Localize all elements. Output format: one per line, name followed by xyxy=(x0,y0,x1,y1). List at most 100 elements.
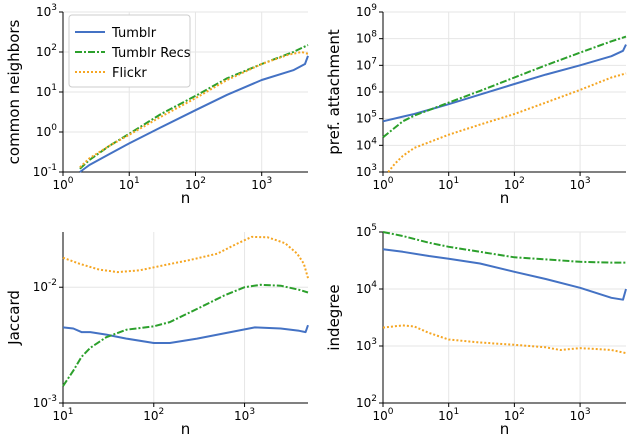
tick-exponent: 1 xyxy=(134,176,140,186)
y-tick-label: 100 xyxy=(36,123,57,139)
tick-exponent: 0 xyxy=(388,176,394,186)
y-tick-label: 102 xyxy=(36,43,57,59)
x-tick-label: 100 xyxy=(372,407,393,423)
y-tick-label: 108 xyxy=(356,30,377,46)
tick-exponent: 3 xyxy=(266,176,272,186)
tick-exponent: 3 xyxy=(371,337,377,347)
tick-base: 10 xyxy=(570,409,585,423)
x-axis-label: n xyxy=(181,189,191,207)
panel-2: 100 101 102 103103104105106107108109npref. … xyxy=(325,3,627,207)
tick-exponent: 7 xyxy=(371,56,377,66)
tick-base: 10 xyxy=(33,165,48,179)
x-tick-label: 101 xyxy=(119,176,140,192)
tick-exponent: 1 xyxy=(453,407,459,417)
tick-exponent: 0 xyxy=(51,123,57,133)
tick-exponent: 0 xyxy=(388,407,394,417)
tick-exponent: 1 xyxy=(51,83,57,93)
x-axis-label: n xyxy=(500,189,510,207)
y-tick-label: 10-3 xyxy=(33,394,57,410)
y-tick-label: 107 xyxy=(356,56,377,72)
y-tick-label: 10-2 xyxy=(33,278,57,294)
tick-exponent: -2 xyxy=(48,278,57,288)
tick-exponent: 3 xyxy=(585,176,591,186)
series-line-flickr xyxy=(62,235,309,279)
legend-label: Tumblr Recs xyxy=(111,46,191,61)
tick-exponent: 3 xyxy=(51,3,57,13)
x-tick-label: 101 xyxy=(52,407,73,423)
y-tick-label: 103 xyxy=(356,163,377,179)
tick-exponent: 0 xyxy=(68,176,74,186)
y-tick-label: 102 xyxy=(356,394,377,410)
y-axis-label: common neighbors xyxy=(5,19,23,164)
series-line-flickr xyxy=(382,324,627,355)
tick-base: 10 xyxy=(438,409,453,423)
tick-base: 10 xyxy=(36,45,51,59)
tick-base: 10 xyxy=(36,5,51,19)
y-tick-label: 103 xyxy=(36,3,57,19)
tick-base: 10 xyxy=(356,165,371,179)
tick-base: 10 xyxy=(36,85,51,99)
tick-exponent: 2 xyxy=(519,407,525,417)
x-axis-label: n xyxy=(181,420,191,437)
tick-base: 10 xyxy=(52,409,67,423)
tick-exponent: 3 xyxy=(371,163,377,173)
legend-label: Tumblr xyxy=(111,26,157,41)
tick-exponent: 4 xyxy=(371,136,377,146)
tick-base: 10 xyxy=(504,178,519,192)
series-line-tumblr xyxy=(382,248,627,301)
tick-base: 10 xyxy=(570,178,585,192)
tick-base: 10 xyxy=(504,409,519,423)
tick-exponent: 6 xyxy=(371,83,377,93)
series-line-tumblr-recs xyxy=(382,35,627,139)
x-tick-label: 101 xyxy=(438,176,459,192)
tick-base: 10 xyxy=(356,85,371,99)
y-tick-label: 103 xyxy=(356,337,377,353)
tick-base: 10 xyxy=(143,409,158,423)
y-tick-label: 104 xyxy=(356,136,377,152)
series-line-tumblr xyxy=(382,44,627,123)
tick-exponent: 5 xyxy=(371,110,377,120)
tick-exponent: 1 xyxy=(68,407,74,417)
x-tick-label: 101 xyxy=(438,407,459,423)
y-tick-label: 10-1 xyxy=(33,163,57,179)
tick-base: 10 xyxy=(372,409,387,423)
tick-exponent: 3 xyxy=(585,407,591,417)
tick-base: 10 xyxy=(438,178,453,192)
tick-exponent: 3 xyxy=(249,407,255,417)
tick-base: 10 xyxy=(372,178,387,192)
tick-base: 10 xyxy=(356,112,371,126)
tick-exponent: 4 xyxy=(371,280,377,290)
x-tick-label: 100 xyxy=(372,176,393,192)
series-line-tumblr-recs xyxy=(62,283,309,387)
series-line-tumblr-recs xyxy=(79,44,309,170)
tick-base: 10 xyxy=(356,339,371,353)
y-tick-label: 106 xyxy=(356,83,377,99)
tick-base: 10 xyxy=(356,32,371,46)
series-line-flickr xyxy=(387,72,627,173)
tick-exponent: 8 xyxy=(371,30,377,40)
tick-exponent: 9 xyxy=(371,3,377,13)
x-tick-label: 103 xyxy=(570,176,591,192)
tick-base: 10 xyxy=(251,178,266,192)
tick-base: 10 xyxy=(356,282,371,296)
tick-base: 10 xyxy=(356,225,371,239)
tick-exponent: 5 xyxy=(371,223,377,233)
tick-base: 10 xyxy=(33,396,48,410)
tick-exponent: -1 xyxy=(48,163,57,173)
tick-base: 10 xyxy=(356,138,371,152)
x-tick-label: 102 xyxy=(143,407,164,423)
series-line-flickr xyxy=(79,51,309,169)
tick-exponent: 1 xyxy=(453,176,459,186)
tick-exponent: 2 xyxy=(159,407,165,417)
y-axis-label: indegree xyxy=(325,284,343,350)
tick-base: 10 xyxy=(52,178,67,192)
tick-exponent: 2 xyxy=(371,394,377,404)
x-tick-label: 102 xyxy=(504,407,525,423)
legend-label: Flickr xyxy=(112,66,147,81)
y-tick-label: 109 xyxy=(356,3,377,19)
y-axis-label: pref. attachment xyxy=(325,29,343,155)
